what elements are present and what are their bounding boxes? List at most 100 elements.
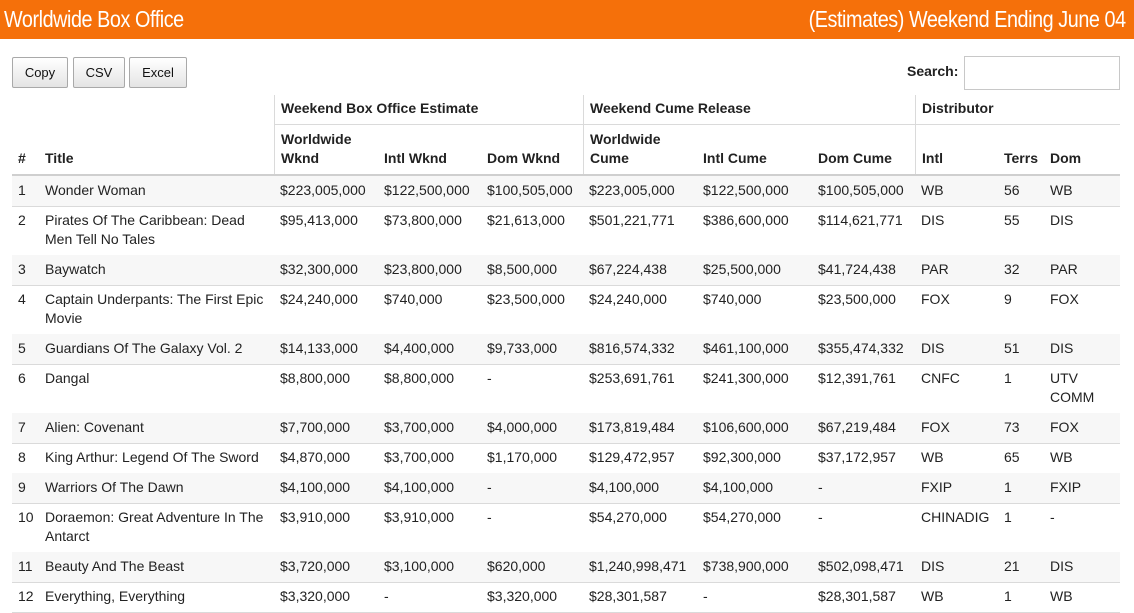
cell-terrs: 9: [1004, 291, 1012, 307]
cell-dom-wknd: $21,613,000: [487, 212, 565, 228]
cell-dom-wknd: $4,000,000: [487, 419, 558, 435]
column-header-ww-wknd[interactable]: Worldwide Wknd: [281, 130, 352, 168]
cell-title: Dangal: [45, 370, 90, 386]
column-header-dom-wknd[interactable]: Dom Wknd: [487, 150, 561, 166]
row-divider: [12, 503, 1120, 504]
cell-dom-wknd: $23,500,000: [487, 291, 565, 307]
cell-dom: PAR: [1050, 261, 1078, 277]
cell-title: Pirates Of The Caribbean: Dead Men Tell N…: [45, 212, 245, 247]
cell-num: 4: [18, 291, 26, 307]
cell-dom-cume: $67,219,484: [818, 419, 896, 435]
column-header-num[interactable]: #: [18, 150, 26, 166]
column-header-ww-wknd-line1: Worldwide: [281, 131, 352, 147]
cell-intl: DIS: [921, 558, 945, 574]
cell-title: Warriors Of The Dawn: [45, 479, 184, 495]
column-header-dom-cume[interactable]: Dom Cume: [818, 150, 892, 166]
cell-num: 7: [18, 419, 26, 435]
cell-title: Baywatch: [45, 261, 106, 277]
cell-num: 6: [18, 370, 26, 386]
cell-terrs: 21: [1004, 558, 1020, 574]
cell-num: 1: [18, 182, 26, 198]
cell-ww-cume: $1,240,998,471: [589, 558, 687, 574]
cell-intl-cume: $106,600,000: [703, 419, 789, 435]
cell-dom: FXIP: [1050, 479, 1082, 495]
search-label: Search:: [907, 63, 959, 79]
cell-ww-cume: $253,691,761: [589, 370, 675, 386]
column-header-intl-cume[interactable]: Intl Cume: [703, 150, 767, 166]
cell-intl-cume: -: [703, 588, 708, 604]
cell-intl: WB: [921, 182, 944, 198]
cell-title: Guardians Of The Galaxy Vol. 2: [45, 340, 243, 356]
cell-intl-cume: $54,270,000: [703, 509, 781, 525]
cell-ww-wknd: $7,700,000: [280, 419, 351, 435]
cell-dom-wknd: $100,505,000: [487, 182, 573, 198]
cell-terrs: 1: [1004, 479, 1012, 495]
cell-terrs: 1: [1004, 370, 1012, 386]
copy-button[interactable]: Copy: [12, 57, 68, 88]
cell-intl-cume: $25,500,000: [703, 261, 781, 277]
column-header-ww-cume[interactable]: Worldwide Cume: [590, 130, 661, 168]
cell-intl-cume: $92,300,000: [703, 449, 781, 465]
cell-intl-wknd: $4,400,000: [384, 340, 455, 356]
cell-dom: -: [1050, 509, 1055, 525]
column-header-ww-wknd-line2: Wknd: [281, 150, 320, 166]
cell-dom: UTV COMM: [1050, 370, 1095, 405]
cell-intl-wknd: $3,700,000: [384, 419, 455, 435]
cell-dom: WB: [1050, 449, 1073, 465]
cell-dom-cume: $355,474,332: [818, 340, 904, 356]
cell-ww-wknd: $3,720,000: [280, 558, 351, 574]
cell-intl: DIS: [921, 212, 945, 228]
cell-title: Beauty And The Beast: [45, 558, 185, 574]
cell-intl-cume: $740,000: [703, 291, 762, 307]
row-divider: [12, 364, 1120, 365]
cell-ww-wknd: $24,240,000: [280, 291, 358, 307]
cell-intl: PAR: [921, 261, 949, 277]
column-header-title[interactable]: Title: [45, 150, 74, 166]
cell-intl: FOX: [921, 291, 950, 307]
cell-title: Everything, Everything: [45, 588, 186, 604]
cell-dom-cume: -: [818, 479, 823, 495]
cell-num: 8: [18, 449, 26, 465]
column-header-intl[interactable]: Intl: [922, 150, 943, 166]
cell-intl-cume: $122,500,000: [703, 182, 789, 198]
cell-dom: DIS: [1050, 212, 1074, 228]
cell-ww-cume: $24,240,000: [589, 291, 667, 307]
cell-title: Alien: Covenant: [45, 419, 144, 435]
cell-dom-cume: $23,500,000: [818, 291, 896, 307]
cell-dom-wknd: -: [487, 370, 492, 386]
cell-ww-wknd: $3,910,000: [280, 509, 351, 525]
column-divider: [583, 95, 584, 175]
cell-intl: FOX: [921, 419, 950, 435]
cell-intl-wknd: $23,800,000: [384, 261, 462, 277]
table-row-background: [12, 255, 1120, 285]
cell-intl: WB: [921, 449, 944, 465]
cell-num: 5: [18, 340, 26, 356]
cell-terrs: 1: [1004, 509, 1012, 525]
cell-terrs: 55: [1004, 212, 1020, 228]
cell-title: King Arthur: Legend Of The Sword: [45, 449, 259, 465]
cell-num: 11: [18, 558, 33, 574]
row-divider: [12, 206, 1120, 207]
cell-terrs: 1: [1004, 588, 1012, 604]
cell-intl: DIS: [921, 340, 945, 356]
row-divider: [12, 285, 1120, 286]
page-title: Worldwide Box Office: [4, 6, 184, 32]
column-header-dom[interactable]: Dom: [1050, 150, 1082, 166]
column-header-terrs[interactable]: Terrs: [1004, 150, 1038, 166]
cell-intl-wknd: $73,800,000: [384, 212, 462, 228]
cell-title: Captain Underpants: The First Epic Movie: [45, 291, 264, 326]
cell-intl: CNFC: [921, 370, 960, 386]
cell-intl-cume: $738,900,000: [703, 558, 789, 574]
csv-button[interactable]: CSV: [73, 57, 125, 88]
cell-title: Doraemon: Great Adventure In The Antarct: [45, 509, 264, 544]
excel-button[interactable]: Excel: [129, 57, 187, 88]
group-header-distributor: Distributor: [922, 100, 994, 116]
search-input[interactable]: [964, 56, 1120, 90]
column-header-intl-wknd[interactable]: Intl Wknd: [384, 150, 447, 166]
cell-ww-cume: $223,005,000: [589, 182, 675, 198]
cell-dom: FOX: [1050, 419, 1079, 435]
cell-ww-cume: $4,100,000: [589, 479, 660, 495]
cell-intl-cume: $241,300,000: [703, 370, 789, 386]
table-row-background: [12, 552, 1120, 582]
